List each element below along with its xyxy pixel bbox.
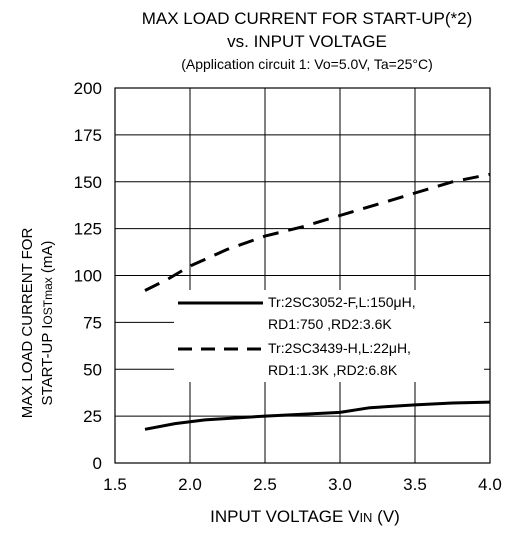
x-tick-label: 3.5	[403, 475, 427, 494]
x-tick-label: 1.5	[103, 475, 127, 494]
chart-conditions: (Application circuit 1: Vo=5.0V, Ta=25°C…	[181, 56, 433, 72]
series-group	[144, 172, 491, 431]
y-tick-label: 175	[74, 126, 102, 145]
y-axis-label-line1: MAX LOAD CURRENT FOR	[19, 228, 36, 419]
y-tick-label: 25	[83, 407, 102, 426]
plot-area: 1.5 2.0 2.5 3.0 3.5 4.0 0 25 50 75 100 125 150 175 200	[74, 79, 502, 494]
legend-series-2-line1: Tr:2SC3439-H,L:22μH,	[268, 340, 411, 356]
x-tick-label: 2.5	[253, 475, 277, 494]
x-tick-label: 2.0	[178, 475, 202, 494]
x-axis-label-sub: IN	[359, 510, 372, 525]
y-tick-label: 100	[74, 267, 102, 286]
x-axis-label-suffix: (V)	[372, 507, 399, 526]
x-axis-label-main: INPUT VOLTAGE V	[210, 507, 360, 526]
y-axis-label-line2: START-UP IOSTmax (mA)	[39, 241, 56, 406]
y-tick-label: 125	[74, 220, 102, 239]
legend: Tr:2SC3052-F,L:150μH, RD1:750 ,RD2:3.6K …	[174, 290, 484, 382]
y-tick-label: 0	[93, 454, 102, 473]
y-axis-label-line2-sub: OSTmax	[41, 277, 55, 324]
plot-frame	[114, 87, 491, 464]
y-axis-label-line2-prefix: START-UP I	[39, 325, 56, 406]
chart-subtitle: vs. INPUT VOLTAGE	[227, 32, 387, 51]
y-tick-label: 50	[83, 360, 102, 379]
tick-labels: 1.5 2.0 2.5 3.0 3.5 4.0 0 25 50 75 100 125 150 175 200	[74, 79, 502, 494]
legend-series-2-line2: RD1:1.3K ,RD2:6.8K	[268, 362, 398, 378]
y-tick-label: 150	[74, 173, 102, 192]
y-tick-label: 75	[83, 313, 102, 332]
x-axis-label: INPUT VOLTAGE VIN (V)	[210, 507, 400, 526]
y-axis-label-2: START-UP IOSTmax (mA)	[39, 241, 56, 406]
series-line-2	[144, 172, 491, 292]
x-tick-label: 3.0	[328, 475, 352, 494]
legend-series-1-line2: RD1:750 ,RD2:3.6K	[268, 316, 392, 332]
legend-background	[174, 290, 484, 382]
y-tick-label: 200	[74, 79, 102, 98]
chart-title: MAX LOAD CURRENT FOR START-UP(*2)	[142, 9, 473, 28]
series-line-1	[144, 400, 491, 431]
legend-series-1-line1: Tr:2SC3052-F,L:150μH,	[268, 294, 416, 310]
y-axis-label: MAX LOAD CURRENT FOR	[19, 228, 36, 419]
y-axis-label-line2-suffix: (mA)	[39, 241, 56, 278]
x-tick-label: 4.0	[478, 475, 502, 494]
